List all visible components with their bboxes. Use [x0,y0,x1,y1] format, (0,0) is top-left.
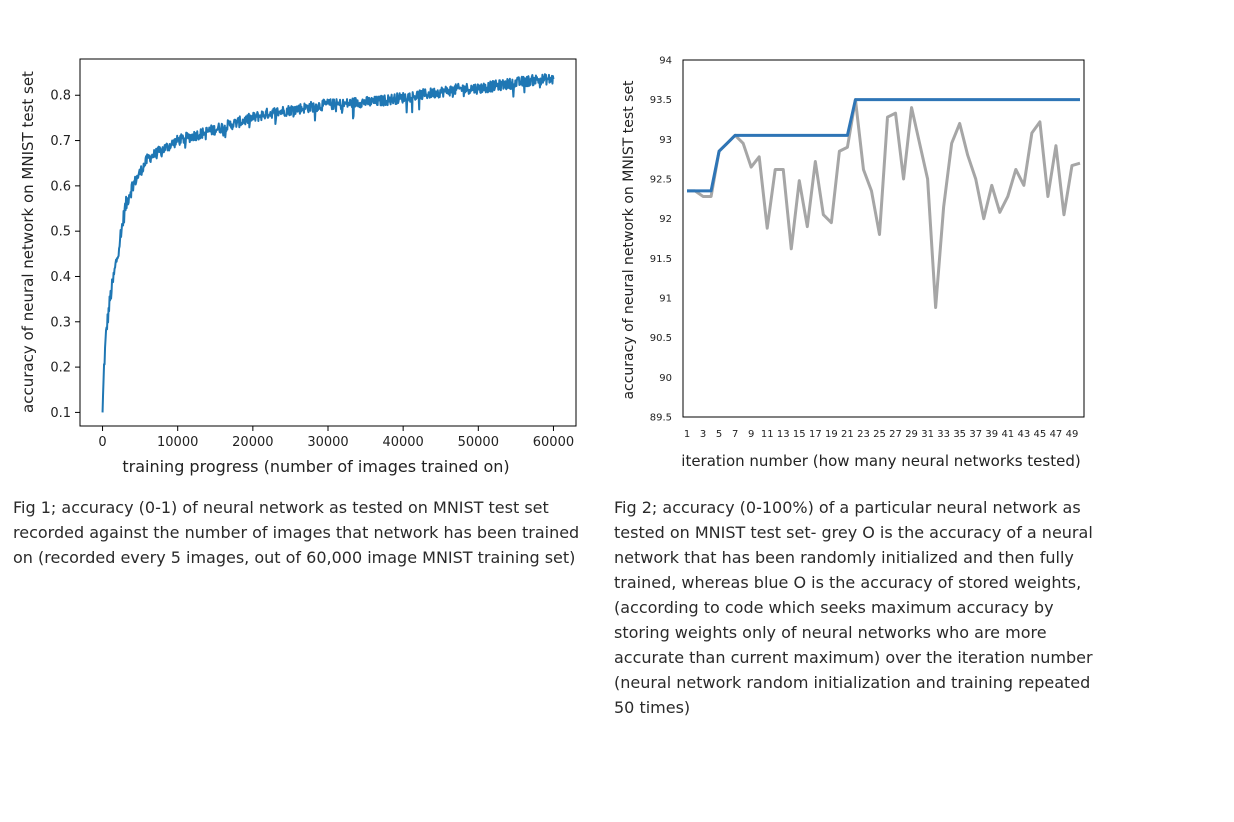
fig1-x-tick-label: 20000 [232,435,273,450]
fig1-x-tick-label: 0 [98,435,106,450]
fig1-y-tick-label: 0.3 [50,315,71,330]
fig1-y-tick-label: 0.2 [50,361,71,376]
fig1-x-tick-label: 40000 [382,435,423,450]
fig1-plot-frame [79,58,577,427]
fig2-y-axis-label: accuracy of neural network on MNIST test… [621,80,637,400]
fig2-x-tick-label: 5 [716,429,722,440]
fig2-x-tick-label: 21 [841,429,854,440]
fig2-blue-series-line [687,98,1080,193]
fig2-x-tick-label: 31 [921,429,934,440]
fig1-x-tick-label: 10000 [157,435,198,450]
fig2-y-tick-label: 92.5 [650,175,672,186]
fig2-caption: Fig 2; accuracy (0-100%) of a particular… [614,498,1093,717]
chart-fig2: 1 3 5 7 9 11 13 15 17 19 21 23 25 27 29 31 33 35 37 39 41 43 4… [621,56,1085,470]
fig1-y-tick-label: 0.6 [50,179,71,194]
fig2-x-tick-label: 9 [748,429,754,440]
fig2-y-tick-label: 92 [659,214,672,225]
fig2-x-tick-label: 17 [809,429,822,440]
fig1-y-axis-label: accuracy of neural network on MNIST test… [19,71,37,413]
fig2-x-tick-label: 15 [793,429,806,440]
fig1-y-tick-label: 0.5 [50,225,71,240]
fig2-y-tick-label: 91 [659,294,672,305]
fig2-x-tick-label: 3 [700,429,706,440]
fig1-x-tick-label: 60000 [533,435,574,450]
fig2-y-tick-label: 89.5 [650,413,672,424]
fig2-plot-frame [682,59,1085,418]
fig1-x-tick-label: 30000 [307,435,348,450]
fig2-x-tick-label: 11 [761,429,774,440]
chart-fig1: 0 10000 20000 30000 40000 50000 60000 0.1 0.2 0.3… [19,58,577,476]
fig2-grey-series-line [687,98,1081,310]
fig2-y-tick-label: 90.5 [650,333,672,344]
fig2-x-tick-label: 33 [937,429,950,440]
fig1-y-tick-label: 0.1 [50,406,71,421]
fig2-x-tick-label: 35 [953,429,966,440]
fig2-x-tick-label: 25 [873,429,886,440]
fig1-y-tick-label: 0.7 [50,134,71,149]
fig2-x-axis-label: iteration number (how many neural networ… [681,452,1080,470]
fig1-x-axis-label: training progress (number of images trai… [122,457,509,476]
fig2-y-tick-label: 93 [659,135,672,146]
fig2-y-tick-label: 90 [659,373,672,384]
fig2-x-tick-label: 37 [969,429,982,440]
fig2-x-tick-label: 49 [1066,429,1079,440]
fig2-x-tick-label: 1 [684,429,690,440]
fig2-x-tick-label: 29 [905,429,918,440]
fig2-x-tick-label: 7 [732,429,738,440]
fig2-x-tick-label: 39 [985,429,998,440]
fig1-accuracy-series-line [101,73,555,413]
fig1-caption: Fig 1; accuracy (0-1) of neural network … [13,498,580,567]
fig2-y-tick-label: 91.5 [650,254,672,265]
fig2-x-tick-label: 19 [825,429,838,440]
fig2-x-tick-label: 27 [889,429,902,440]
fig2-x-tick-label: 23 [857,429,870,440]
fig2-y-tick-label: 93.5 [650,95,672,106]
fig2-x-tick-label: 13 [777,429,790,440]
fig2-x-tick-label: 45 [1034,429,1047,440]
fig1-y-tick-label: 0.8 [50,89,71,104]
fig1-x-tick-label: 50000 [458,435,499,450]
fig2-y-tick-label: 94 [659,56,672,67]
fig2-x-tick-label: 41 [1001,429,1014,440]
fig1-y-tick-label: 0.4 [50,270,71,285]
fig2-x-tick-label: 47 [1050,429,1063,440]
fig2-x-tick-label: 43 [1017,429,1030,440]
